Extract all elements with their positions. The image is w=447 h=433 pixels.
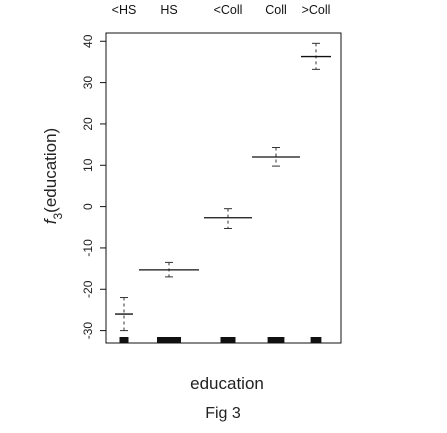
y-tick-label: 40 (81, 34, 95, 48)
figure-caption: Fig 3 (205, 405, 241, 422)
y-axis-title: f3(education) (41, 128, 65, 224)
category-label: <Coll (214, 3, 243, 17)
y-tick-label: 20 (81, 117, 95, 131)
rug-marks (119, 337, 322, 343)
rug-bar (267, 337, 285, 343)
rug-bar (157, 337, 181, 343)
y-axis-title-function: f (41, 217, 60, 224)
x-axis-title: education (190, 374, 264, 393)
y-axis: -30 -20 -10 0 10 20 30 40 (81, 34, 106, 339)
category-label: >Coll (302, 3, 331, 17)
y-tick-label: -10 (81, 239, 95, 257)
rug-bar (220, 337, 236, 343)
chart-marks (115, 42, 331, 332)
category-label: <HS (112, 3, 137, 17)
y-axis-title-subscript: 3 (51, 213, 65, 220)
rug-bar (310, 337, 322, 343)
y-axis-title-argument: (education) (41, 128, 60, 213)
y-tick-label: -20 (81, 280, 95, 298)
plot-frame (105, 32, 342, 344)
rug-bar (119, 337, 129, 343)
category-label: Coll (265, 3, 287, 17)
y-tick-label: -30 (81, 322, 95, 340)
y-tick-label: 0 (81, 203, 95, 210)
category-labels: <HS HS <Coll Coll >Coll (112, 3, 331, 17)
category-label: HS (160, 3, 177, 17)
y-tick-label: 10 (81, 158, 95, 172)
y-tick-label: 30 (81, 76, 95, 90)
